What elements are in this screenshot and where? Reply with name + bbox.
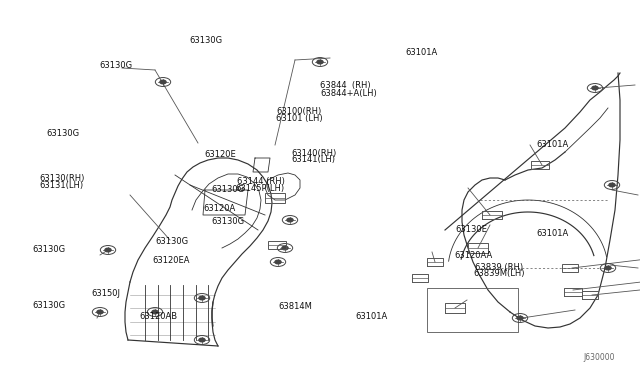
Circle shape	[609, 183, 615, 187]
Text: 63839 (RH): 63839 (RH)	[475, 263, 523, 272]
Text: 63130G: 63130G	[211, 217, 244, 226]
Circle shape	[592, 86, 598, 90]
Text: 63130G: 63130G	[155, 237, 188, 246]
Circle shape	[160, 80, 166, 84]
Circle shape	[152, 310, 158, 314]
Text: 63145P(LH): 63145P(LH)	[236, 184, 285, 193]
Text: 63130G: 63130G	[32, 301, 65, 310]
Text: 63120EA: 63120EA	[152, 256, 190, 265]
Circle shape	[317, 60, 323, 64]
Text: 63101A: 63101A	[536, 229, 568, 238]
Circle shape	[287, 218, 293, 222]
Text: 63120AA: 63120AA	[454, 251, 493, 260]
Text: 63130G: 63130G	[32, 245, 65, 254]
Circle shape	[97, 310, 103, 314]
Circle shape	[282, 246, 288, 250]
Text: 63130G: 63130G	[211, 185, 244, 194]
Text: 63844+A(LH): 63844+A(LH)	[320, 89, 377, 97]
Text: 63814M: 63814M	[278, 302, 312, 311]
Circle shape	[517, 316, 523, 320]
Text: 63844  (RH): 63844 (RH)	[320, 81, 371, 90]
Text: 63141(LH): 63141(LH)	[291, 155, 335, 164]
Text: J630000: J630000	[583, 353, 614, 362]
Text: 63120E: 63120E	[205, 150, 237, 159]
Text: 63100(RH): 63100(RH)	[276, 107, 322, 116]
Text: 63150J: 63150J	[92, 289, 120, 298]
Circle shape	[605, 266, 611, 270]
Text: 63130G: 63130G	[99, 61, 132, 70]
Text: 63101A: 63101A	[405, 48, 437, 57]
Text: 63120A: 63120A	[204, 204, 236, 213]
Bar	[268, 241, 286, 249]
Text: 63130G: 63130G	[189, 36, 223, 45]
Text: 63130E: 63130E	[456, 225, 488, 234]
Circle shape	[199, 338, 205, 342]
Circle shape	[105, 248, 111, 252]
Text: 63101 (LH): 63101 (LH)	[276, 114, 323, 123]
Text: 63144 (RH): 63144 (RH)	[237, 177, 285, 186]
Text: 63120AB: 63120AB	[140, 312, 178, 321]
Text: 63839M(LH): 63839M(LH)	[474, 269, 525, 278]
Text: 63131(LH): 63131(LH)	[40, 181, 84, 190]
Circle shape	[199, 296, 205, 300]
Text: 63130G: 63130G	[46, 129, 79, 138]
Text: 63101A: 63101A	[355, 312, 387, 321]
Text: 63101A: 63101A	[536, 140, 568, 149]
Bar	[562, 264, 578, 272]
Text: 63140(RH): 63140(RH)	[291, 149, 337, 158]
Bar	[266, 193, 285, 203]
Text: 63130(RH): 63130(RH)	[40, 174, 85, 183]
Circle shape	[275, 260, 281, 264]
